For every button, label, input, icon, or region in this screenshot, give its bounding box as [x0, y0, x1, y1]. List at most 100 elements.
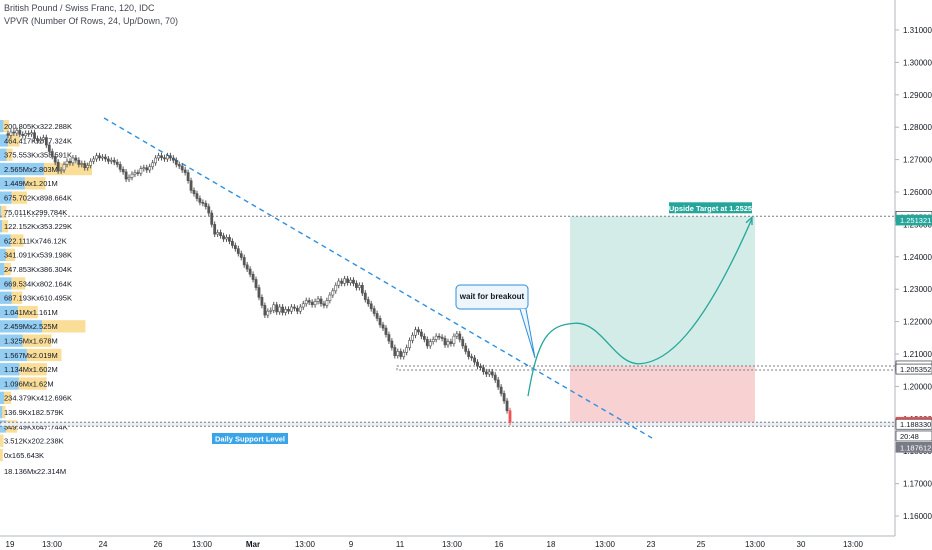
projected-arrowhead	[745, 215, 753, 226]
candle-body	[130, 173, 134, 178]
candle-body	[168, 155, 172, 159]
candle-body	[405, 347, 409, 353]
candle-body	[216, 232, 220, 235]
vp-down-bar	[19, 363, 47, 376]
vp-row-label: 349.49Kx647.744K	[4, 422, 68, 431]
price-badge-label: 1.251321	[900, 216, 931, 225]
price-badge-label: 20:48	[900, 432, 919, 441]
vp-down-bar	[5, 420, 18, 433]
vp-row-label: 247.853Kx386.304K	[4, 265, 72, 274]
support-label-box[interactable]	[212, 433, 288, 444]
candle-body	[499, 386, 503, 394]
target-label-box[interactable]	[669, 202, 752, 214]
vp-up-bar	[0, 320, 43, 333]
price-badge	[895, 430, 932, 442]
candle-body	[183, 169, 187, 173]
candle-body	[80, 163, 84, 165]
time-tick-label: 13:00	[745, 540, 766, 549]
price-axis-panel[interactable]	[896, 0, 932, 550]
candle-body	[154, 157, 158, 164]
time-tick-label: 13:00	[595, 540, 616, 549]
price-tick-label: 1.310000	[903, 26, 932, 35]
candle-body	[301, 303, 305, 308]
candle-body	[245, 264, 249, 270]
vp-down-bar	[22, 334, 52, 347]
candle-body	[484, 371, 488, 375]
price-tick-label: 1.160000	[903, 512, 932, 521]
vp-up-bar	[0, 234, 11, 247]
candle-body	[287, 308, 290, 312]
candle-body	[50, 151, 54, 157]
candle-body	[449, 341, 453, 344]
vp-down-bar	[5, 248, 16, 261]
candle-body	[372, 308, 376, 314]
candle-body	[127, 177, 131, 180]
candle-body	[98, 155, 101, 159]
support-level-box[interactable]	[0, 421, 896, 427]
candle-body	[242, 257, 246, 266]
candle-body	[414, 329, 417, 336]
vp-row-label: 234.379Kx412.696K	[4, 394, 72, 403]
time-tick-label: 16	[495, 540, 504, 549]
candle-body	[331, 290, 335, 296]
candle-body	[136, 172, 140, 174]
candle-body	[106, 158, 110, 162]
candle-body	[381, 324, 385, 329]
breakout-callout[interactable]	[455, 284, 529, 310]
candle-body	[357, 285, 361, 288]
price-tick-label: 1.300000	[903, 58, 932, 67]
candle-body	[30, 132, 33, 135]
candle-body	[219, 232, 222, 237]
candle-body	[59, 169, 63, 172]
candle-body	[228, 237, 231, 242]
vp-down-bar	[18, 377, 47, 390]
candle-body	[369, 303, 373, 309]
vp-down-bar	[0, 448, 3, 462]
vp-up-bar	[0, 191, 12, 204]
time-tick-label: 18	[547, 540, 556, 549]
candle-body	[464, 345, 468, 352]
candle-body	[236, 248, 240, 254]
candle-body	[493, 374, 497, 381]
vp-down-bar	[1, 205, 7, 219]
profit-zone[interactable]	[570, 216, 755, 366]
candle-body	[121, 169, 125, 173]
candle-body	[118, 164, 122, 170]
vp-row-label: 2.459Mx2.525M	[4, 322, 58, 331]
vp-up-bar	[0, 263, 5, 276]
candle-body	[115, 161, 119, 165]
vp-row-label: 2.565Mx2.803M	[4, 165, 58, 174]
candle-body	[74, 157, 78, 161]
candle-body	[455, 333, 459, 337]
candle-body	[145, 167, 149, 171]
candle-body	[476, 361, 479, 367]
candle-body	[47, 144, 51, 152]
candle-body	[171, 157, 175, 161]
vp-up-bar	[0, 120, 4, 133]
vp-up-bar	[0, 391, 5, 404]
projected-path[interactable]	[527, 218, 753, 397]
vp-up-bar	[0, 148, 7, 161]
stop-loss-zone[interactable]	[570, 365, 755, 423]
descending-trendline[interactable]	[103, 117, 653, 439]
vp-up-bar	[0, 134, 8, 147]
candle-body	[434, 335, 438, 340]
vp-row-label: 0x165.643K	[4, 451, 44, 460]
vp-up-bar	[0, 291, 12, 304]
price-tick-label: 1.270000	[903, 156, 932, 165]
time-tick-label: 11	[396, 540, 405, 549]
candle-body	[284, 308, 287, 313]
candle-body	[198, 198, 202, 203]
vp-up-bar	[0, 406, 3, 419]
candle-body	[473, 357, 476, 363]
indicator-legend[interactable]: VPVR (Number Of Rows, 24, Up/Down, 70)	[4, 16, 179, 26]
candle-body	[487, 371, 491, 375]
vp-up-bar	[0, 177, 25, 190]
time-tick-label: 13:00	[42, 540, 63, 549]
vp-down-bar	[4, 391, 12, 404]
vp-up-bar	[0, 348, 27, 362]
candle-body	[275, 304, 279, 313]
candle-body	[263, 305, 267, 316]
candle-body	[12, 131, 16, 134]
